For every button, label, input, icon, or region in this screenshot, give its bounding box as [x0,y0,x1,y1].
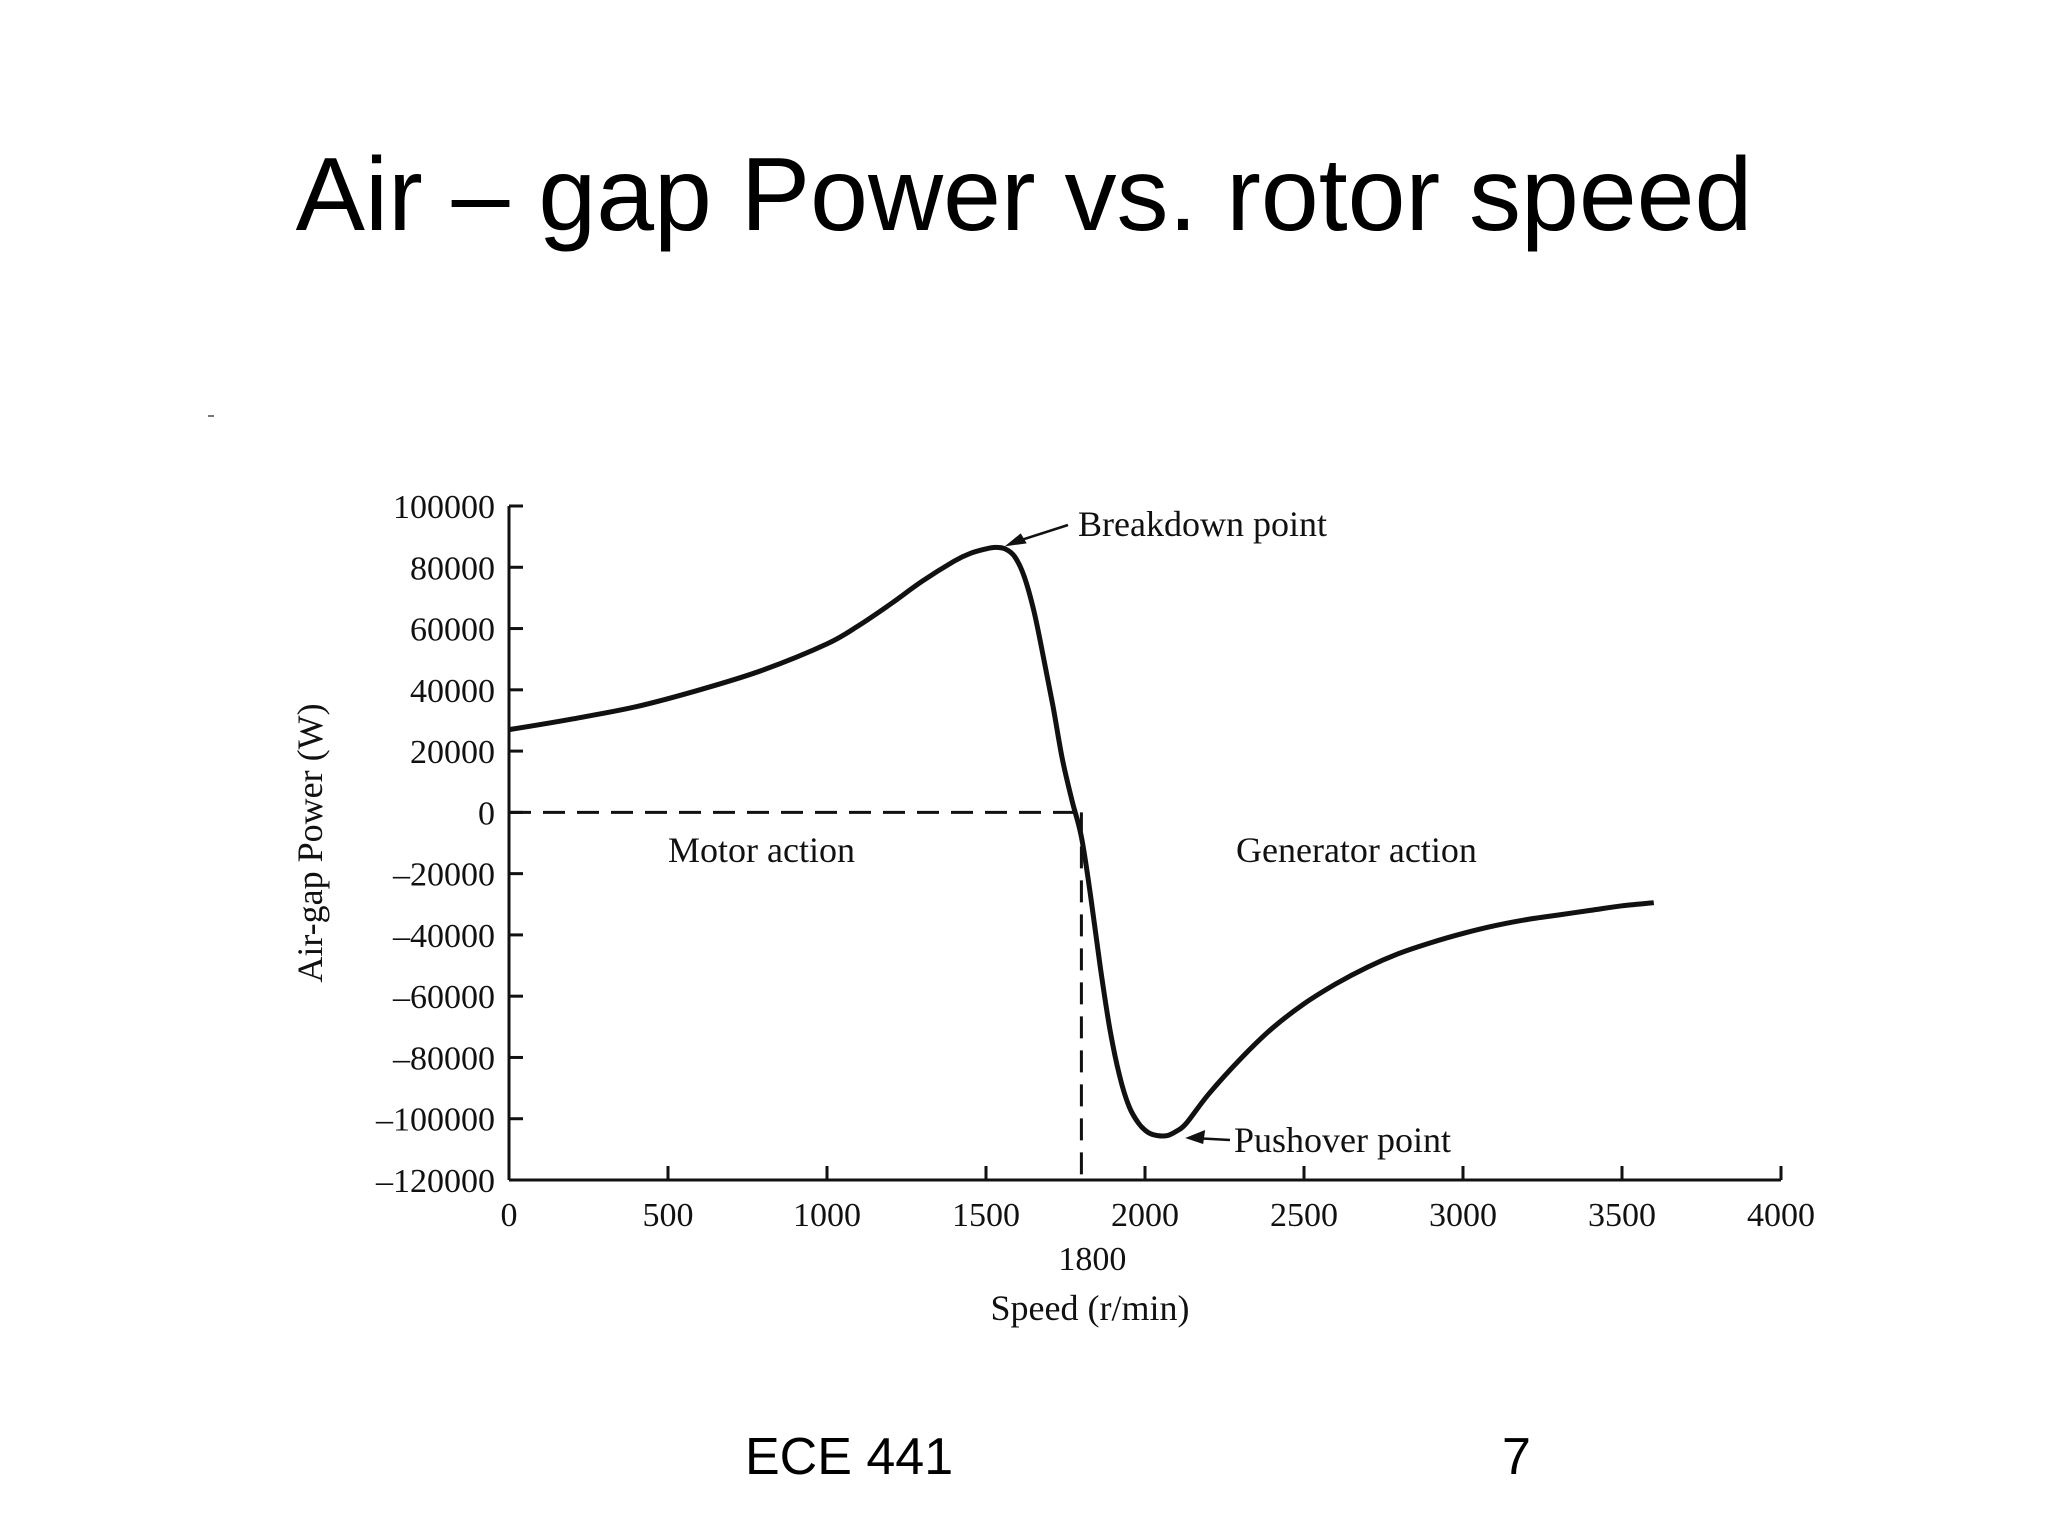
y-tick-label: –40000 [392,918,495,955]
pushover-point-label: Pushover point [1234,1120,1451,1160]
breakdown-arrowhead [1004,533,1027,547]
y-tick-label: 40000 [410,673,495,710]
y-tick-label: –20000 [392,857,495,894]
y-tick-label: –120000 [375,1163,495,1200]
y-tick-label: 80000 [410,550,495,587]
y-axis-ticks: 100000 80000 60000 40000 20000 0 –20000 –40000 –… [375,489,523,1200]
synchronous-speed-label: 1800 [1058,1241,1126,1278]
y-tick-label: –80000 [392,1040,495,1077]
footer-course: ECE 441 [745,1428,954,1486]
reference-lines [509,810,1083,1180]
x-tick-label: 1000 [793,1197,861,1234]
annotations: Breakdown point Pushover point Motor actio… [668,504,1477,1160]
x-axis-label: Speed (r/min) [991,1288,1190,1328]
series-layer [508,544,1655,1139]
y-tick-label: 20000 [410,734,495,771]
motor-action-label: Motor action [668,830,855,870]
x-tick-label: 3500 [1588,1197,1656,1234]
y-tick-label: –60000 [392,979,495,1016]
y-tick-label: –100000 [375,1102,495,1139]
x-tick-label: 500 [643,1197,694,1234]
y-tick-label: 60000 [410,612,495,649]
x-tick-label: 3000 [1429,1197,1497,1234]
breakdown-point-label: Breakdown point [1078,504,1327,544]
footer-page-number: 7 [1502,1428,1531,1486]
x-tick-label: 2000 [1111,1197,1179,1234]
generator-action-label: Generator action [1236,830,1477,870]
x-tick-label: 4000 [1747,1197,1815,1234]
y-tick-label: 100000 [393,489,495,526]
power-curve [508,544,1655,1139]
slide-title: Air – gap Power vs. rotor speed [295,137,1753,253]
x-tick-label: 0 [501,1197,518,1234]
x-tick-label: 2500 [1270,1197,1338,1234]
stray-mark [208,415,214,417]
pushover-arrowhead [1185,1130,1206,1145]
y-tick-label: 0 [478,795,495,832]
x-tick-label: 1500 [952,1197,1020,1234]
x-axis-ticks: 0 500 1000 1500 2000 2500 3000 3500 4000 [501,1166,1815,1234]
y-axis-label: Air-gap Power (W) [290,703,330,982]
